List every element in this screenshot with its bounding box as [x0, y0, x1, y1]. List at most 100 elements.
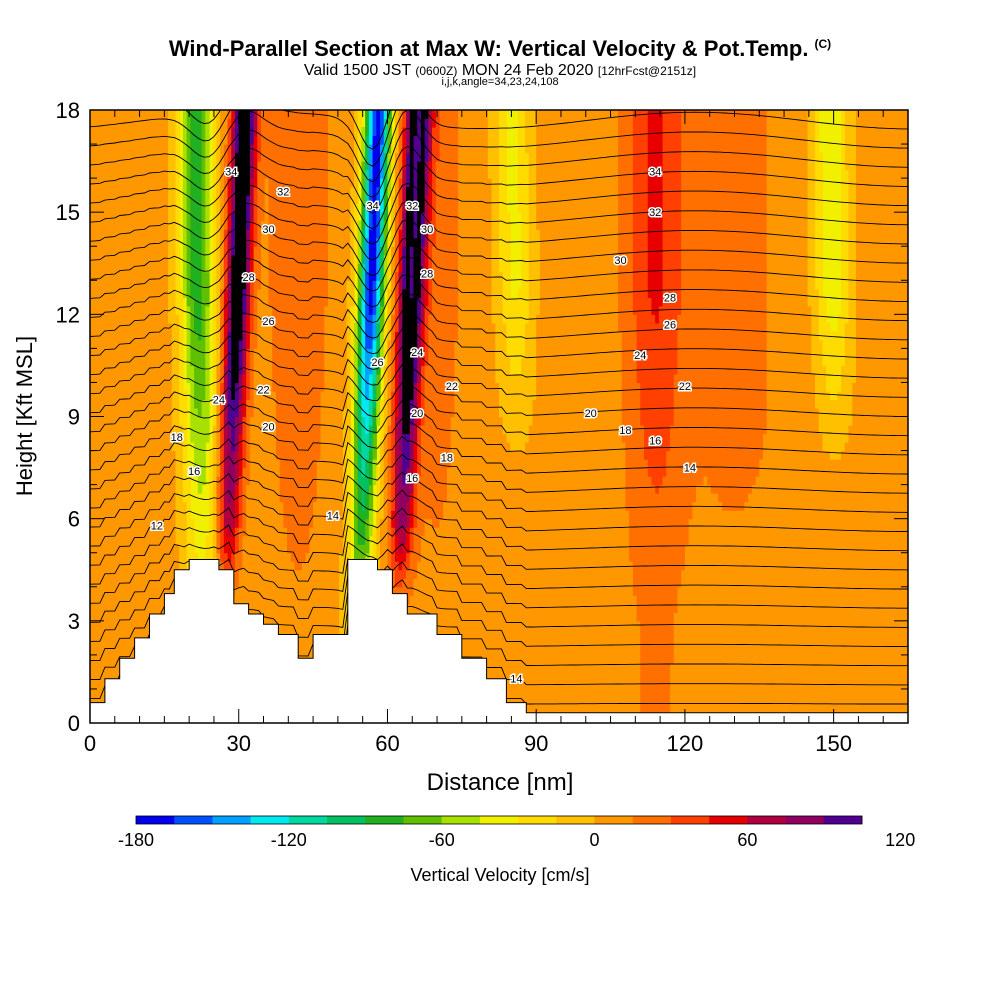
- velocity-cell: [257, 161, 262, 171]
- velocity-cell: [275, 390, 281, 401]
- velocity-cell: [272, 493, 277, 503]
- velocity-cell: [138, 552, 143, 562]
- velocity-cell: [145, 254, 151, 264]
- velocity-cell: [253, 527, 258, 537]
- velocity-cell: [182, 135, 188, 145]
- velocity-cell: [320, 331, 325, 341]
- velocity-cell: [339, 603, 344, 613]
- velocity-cell: [142, 237, 147, 247]
- velocity-cell: [305, 535, 310, 545]
- velocity-cell: [350, 305, 355, 315]
- velocity-cell: [205, 322, 210, 332]
- velocity-cell: [153, 246, 158, 256]
- velocity-cell: [275, 501, 281, 511]
- velocity-cell: [223, 433, 229, 443]
- velocity-cell: [301, 297, 307, 307]
- velocity-cell: [197, 450, 203, 460]
- velocity-cell: [134, 578, 139, 588]
- velocity-cell: [249, 603, 255, 613]
- velocity-cell: [145, 178, 151, 188]
- velocity-cell: [327, 314, 333, 324]
- velocity-cell: [242, 407, 247, 418]
- velocity-cell: [264, 144, 270, 154]
- velocity-cell: [313, 629, 318, 639]
- velocity-cell: [108, 280, 113, 290]
- velocity-cell: [301, 212, 307, 222]
- velocity-cell: [279, 356, 284, 367]
- velocity-cell: [339, 169, 344, 179]
- velocity-cell: [346, 356, 351, 367]
- velocity-cell: [346, 484, 351, 494]
- velocity-cell: [182, 178, 188, 188]
- velocity-cell: [290, 476, 296, 486]
- velocity-cell: [145, 212, 151, 222]
- velocity-cell: [264, 595, 270, 605]
- velocity-cell: [93, 135, 99, 145]
- velocity-cell: [97, 535, 102, 545]
- velocity-cell: [264, 527, 270, 537]
- velocity-cell: [123, 322, 128, 332]
- velocity-cell: [231, 263, 236, 273]
- velocity-cell: [123, 356, 128, 367]
- velocity-cell: [316, 442, 322, 452]
- velocity-cell: [283, 254, 288, 264]
- velocity-cell: [179, 476, 184, 486]
- velocity-cell: [331, 552, 336, 562]
- velocity-cell: [134, 169, 139, 179]
- velocity-cell: [168, 152, 173, 162]
- velocity-cell: [108, 331, 113, 341]
- velocity-cell: [149, 322, 154, 332]
- velocity-cell: [231, 195, 236, 205]
- velocity-cell: [90, 527, 95, 537]
- velocity-cell: [90, 127, 95, 137]
- velocity-cell: [190, 518, 195, 528]
- velocity-cell: [138, 510, 143, 520]
- velocity-cell: [123, 407, 128, 418]
- velocity-cell: [101, 637, 106, 647]
- velocity-cell: [342, 612, 348, 622]
- velocity-cell: [130, 297, 136, 307]
- velocity-cell: [112, 450, 117, 460]
- velocity-cell: [223, 331, 229, 341]
- velocity-cell: [283, 373, 288, 384]
- velocity-cell: [272, 595, 277, 605]
- velocity-cell: [216, 552, 221, 562]
- velocity-cell: [97, 620, 102, 630]
- velocity-cell: [156, 127, 162, 137]
- velocity-cell: [235, 271, 240, 281]
- velocity-cell: [168, 476, 173, 486]
- velocity-cell: [216, 220, 221, 230]
- velocity-cell: [324, 373, 329, 384]
- velocity-cell: [182, 220, 188, 230]
- velocity-cell: [339, 425, 344, 435]
- velocity-cell: [108, 399, 113, 409]
- velocity-cell: [182, 518, 188, 528]
- velocity-cell: [320, 118, 325, 128]
- velocity-cell: [112, 152, 117, 162]
- velocity-cell: [123, 467, 128, 477]
- velocity-cell: [149, 229, 154, 239]
- velocity-cell: [279, 118, 284, 128]
- velocity-cell: [279, 629, 284, 639]
- velocity-cell: [130, 544, 136, 554]
- velocity-cell: [346, 135, 351, 145]
- velocity-cell: [112, 212, 117, 222]
- velocity-cell: [268, 416, 273, 426]
- velocity-cell: [249, 339, 255, 349]
- velocity-cell: [220, 127, 225, 137]
- velocity-cell: [160, 127, 165, 137]
- velocity-cell: [101, 178, 106, 188]
- velocity-cell: [134, 433, 139, 443]
- velocity-cell: [216, 510, 221, 520]
- velocity-cell: [342, 493, 348, 503]
- velocity-cell: [123, 501, 128, 511]
- velocity-cell: [290, 629, 296, 639]
- velocity-cell: [294, 476, 299, 486]
- velocity-cell: [134, 152, 139, 162]
- velocity-cell: [320, 569, 325, 579]
- velocity-cell: [197, 263, 203, 273]
- velocity-cell: [108, 442, 113, 452]
- velocity-cell: [175, 459, 180, 469]
- velocity-cell: [309, 144, 314, 154]
- velocity-cell: [331, 339, 336, 349]
